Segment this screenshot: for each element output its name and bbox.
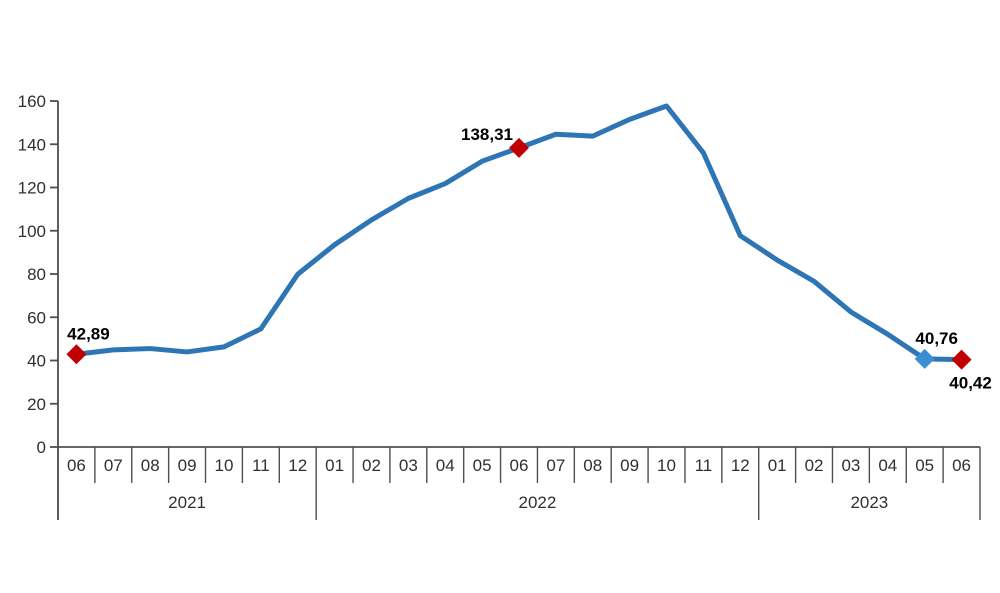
month-label: 03: [399, 456, 418, 475]
y-axis-tick-label: 140: [18, 135, 46, 154]
month-label: 11: [252, 456, 270, 475]
month-label: 12: [288, 456, 307, 475]
month-label: 05: [473, 456, 492, 475]
month-label: 10: [214, 456, 233, 475]
data-point-label: 40,76: [915, 329, 958, 348]
y-axis-tick-label: 0: [37, 438, 46, 457]
month-label: 04: [436, 456, 455, 475]
month-label: 03: [841, 456, 860, 475]
month-label: 10: [657, 456, 676, 475]
data-point-label: 40,42: [949, 374, 992, 393]
y-axis-tick-label: 160: [18, 92, 46, 111]
month-label: 12: [731, 456, 750, 475]
red-diamond-marker: [951, 349, 972, 370]
month-label: 09: [620, 456, 639, 475]
month-label: 09: [178, 456, 197, 475]
data-point-label: 138,31: [461, 125, 513, 144]
y-axis-tick-label: 20: [27, 395, 46, 414]
data-point-label: 42,89: [67, 324, 110, 343]
month-label: 06: [67, 456, 86, 475]
month-label: 08: [583, 456, 602, 475]
year-label: 2023: [850, 493, 888, 512]
y-axis-tick-label: 100: [18, 222, 46, 241]
y-axis-tick-label: 40: [27, 352, 46, 371]
month-label: 06: [952, 456, 971, 475]
month-label: 02: [362, 456, 381, 475]
red-diamond-marker: [66, 344, 87, 365]
year-label: 2022: [519, 493, 557, 512]
month-label: 11: [695, 456, 713, 475]
y-axis-tick-label: 80: [27, 265, 46, 284]
month-label: 07: [546, 456, 565, 475]
year-label: 2021: [168, 493, 206, 512]
month-label: 07: [104, 456, 123, 475]
month-label: 05: [915, 456, 934, 475]
month-label: 02: [805, 456, 824, 475]
month-label: 01: [325, 456, 344, 475]
month-label: 01: [768, 456, 787, 475]
blue-diamond-marker: [914, 348, 935, 369]
y-axis-tick-label: 60: [27, 308, 46, 327]
month-label: 04: [878, 456, 897, 475]
y-axis-tick-label: 120: [18, 179, 46, 198]
month-label: 06: [510, 456, 529, 475]
month-label: 08: [141, 456, 160, 475]
red-diamond-marker: [509, 137, 529, 158]
